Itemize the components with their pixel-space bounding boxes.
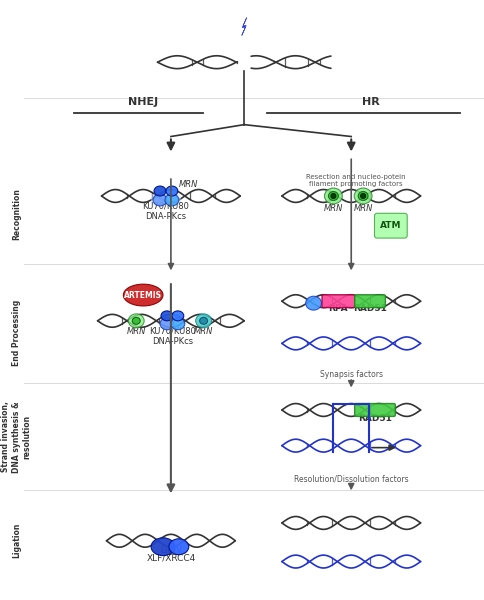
Ellipse shape bbox=[165, 194, 179, 206]
Text: RAD51: RAD51 bbox=[353, 304, 387, 313]
Ellipse shape bbox=[324, 188, 342, 204]
Ellipse shape bbox=[153, 194, 167, 206]
Ellipse shape bbox=[132, 317, 140, 324]
Text: RPA: RPA bbox=[329, 304, 348, 313]
Ellipse shape bbox=[199, 317, 208, 324]
FancyBboxPatch shape bbox=[151, 194, 181, 205]
Text: NHEJ: NHEJ bbox=[128, 97, 158, 107]
Ellipse shape bbox=[123, 284, 163, 306]
Ellipse shape bbox=[172, 311, 184, 321]
Text: KU70/KU80
DNA-PKcs: KU70/KU80 DNA-PKcs bbox=[150, 326, 197, 346]
Text: Recognition: Recognition bbox=[12, 188, 21, 240]
Text: End Processing: End Processing bbox=[12, 299, 21, 366]
Polygon shape bbox=[242, 17, 247, 35]
FancyBboxPatch shape bbox=[375, 214, 407, 238]
Text: MRN: MRN bbox=[353, 204, 373, 213]
Ellipse shape bbox=[196, 314, 212, 328]
Text: MRN: MRN bbox=[324, 204, 343, 213]
Text: ARTEMIS: ARTEMIS bbox=[124, 290, 162, 299]
Ellipse shape bbox=[166, 186, 178, 196]
Text: LigIV: LigIV bbox=[160, 545, 182, 554]
Text: MRN: MRN bbox=[179, 180, 198, 189]
Text: KU70/KU80
DNA-PKcs: KU70/KU80 DNA-PKcs bbox=[142, 202, 189, 221]
Text: XLF/XRCC4: XLF/XRCC4 bbox=[146, 554, 196, 563]
Text: Strand invasion,
DNA synthesis &
resolution: Strand invasion, DNA synthesis & resolut… bbox=[1, 401, 31, 473]
Ellipse shape bbox=[361, 193, 365, 199]
Text: Synapsis factors: Synapsis factors bbox=[320, 370, 383, 379]
Ellipse shape bbox=[329, 191, 338, 200]
Ellipse shape bbox=[154, 186, 166, 196]
Text: Resolution/Dissolution factors: Resolution/Dissolution factors bbox=[294, 474, 408, 483]
Text: ATM: ATM bbox=[380, 221, 402, 230]
Ellipse shape bbox=[128, 314, 144, 328]
Text: Resection and nucleo-potein
filament promoting factors: Resection and nucleo-potein filament pro… bbox=[306, 174, 406, 187]
Ellipse shape bbox=[306, 296, 321, 310]
FancyBboxPatch shape bbox=[355, 295, 385, 308]
Ellipse shape bbox=[171, 318, 185, 330]
Ellipse shape bbox=[160, 318, 174, 330]
Ellipse shape bbox=[358, 191, 368, 200]
Ellipse shape bbox=[161, 311, 173, 321]
Text: MRN: MRN bbox=[126, 326, 146, 335]
Ellipse shape bbox=[331, 193, 336, 199]
Text: HR: HR bbox=[362, 97, 380, 107]
FancyBboxPatch shape bbox=[355, 404, 395, 416]
Ellipse shape bbox=[354, 188, 372, 204]
FancyBboxPatch shape bbox=[322, 295, 355, 308]
Text: MRN: MRN bbox=[194, 326, 213, 335]
Text: Ligation: Ligation bbox=[12, 523, 21, 559]
Ellipse shape bbox=[169, 539, 189, 554]
Ellipse shape bbox=[151, 538, 175, 556]
Text: RAD51: RAD51 bbox=[358, 414, 392, 423]
